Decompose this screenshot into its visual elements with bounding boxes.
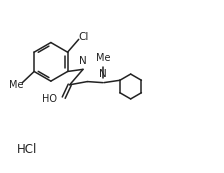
Text: HO: HO <box>42 94 57 104</box>
Text: HCl: HCl <box>17 143 37 156</box>
Text: N: N <box>99 69 107 79</box>
Text: Me: Me <box>95 53 110 63</box>
Text: Me: Me <box>9 80 24 90</box>
Text: Cl: Cl <box>78 32 89 42</box>
Text: N: N <box>79 56 87 66</box>
